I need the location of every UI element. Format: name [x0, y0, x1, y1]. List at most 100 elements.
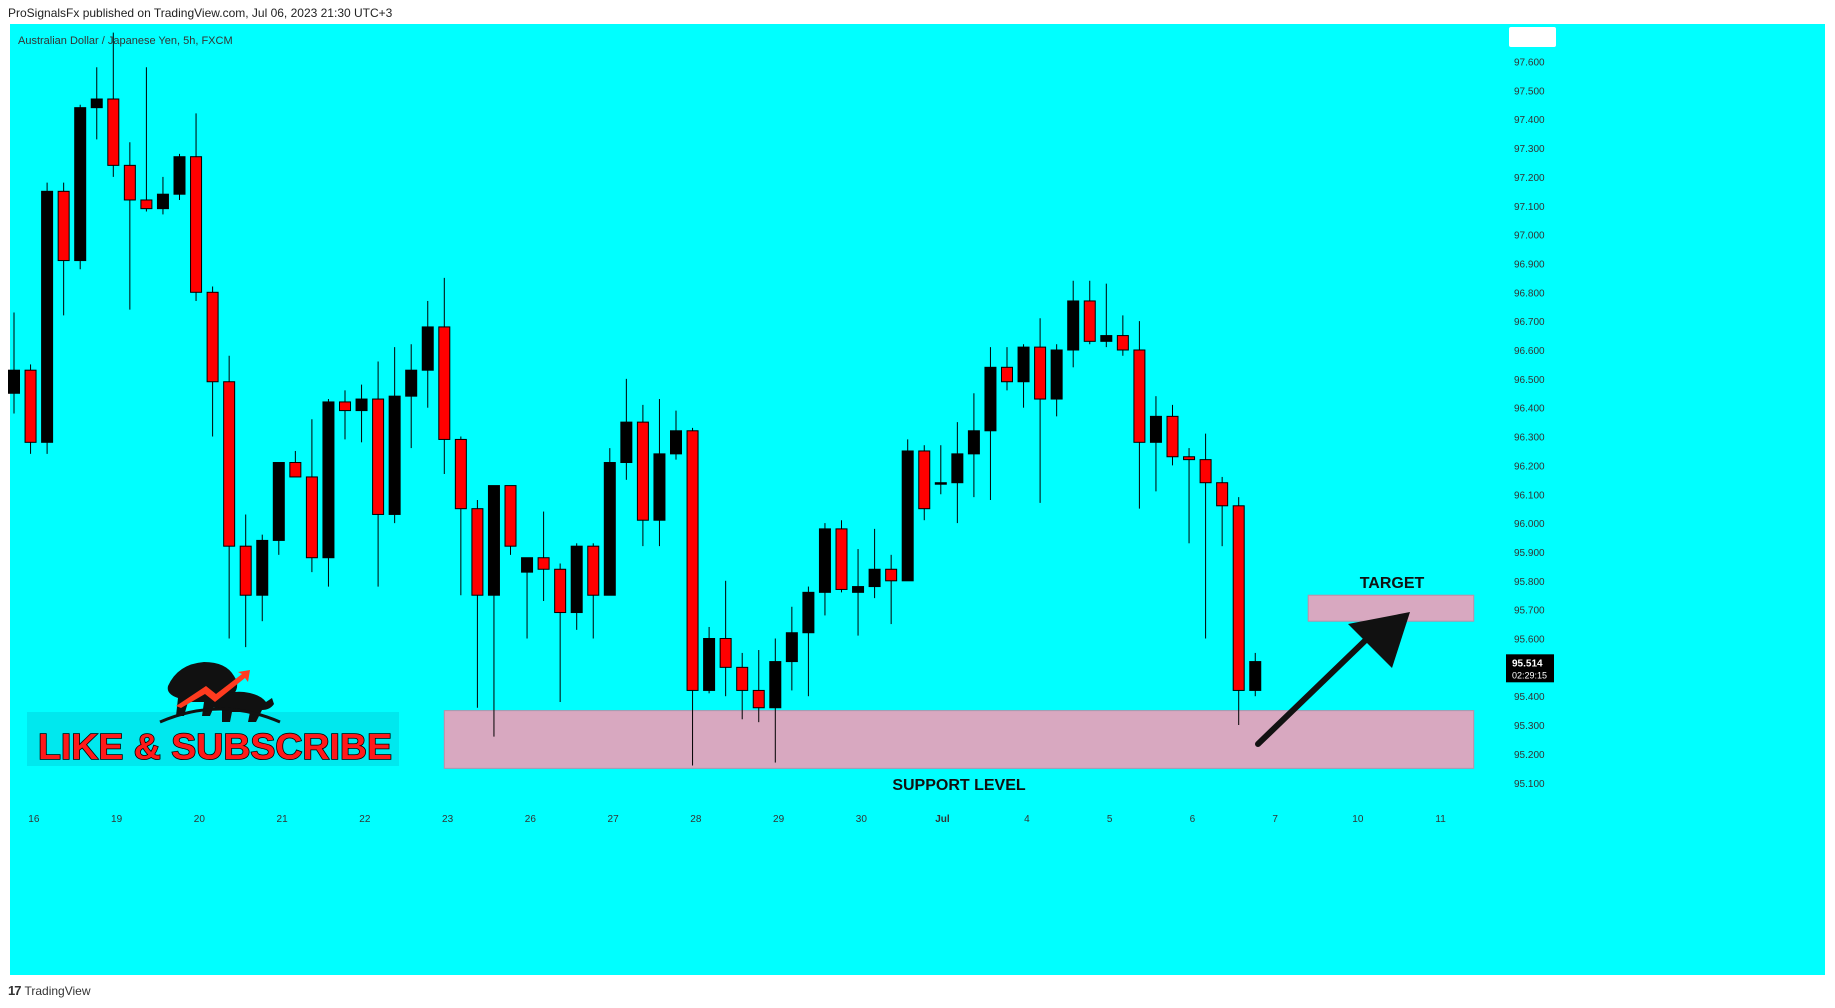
- candle-down: [1199, 459, 1212, 484]
- candle-up: [934, 482, 947, 485]
- candle-up: [703, 638, 716, 691]
- candle-up: [355, 398, 368, 412]
- candle-up: [603, 462, 616, 596]
- candle-up: [1017, 346, 1030, 383]
- candle-up: [951, 453, 964, 484]
- candle-up: [421, 326, 434, 371]
- candle-down: [454, 438, 467, 510]
- x-tick-label: 22: [359, 814, 371, 825]
- swoosh-icon: [159, 707, 281, 724]
- candle-down: [1083, 300, 1096, 342]
- candle-down: [140, 199, 153, 210]
- candle-down: [752, 689, 765, 709]
- tradingview-logo-icon: 17: [8, 983, 22, 998]
- x-tick-label: 23: [442, 814, 454, 825]
- x-tick-label: 10: [1352, 814, 1364, 825]
- candle-up: [868, 568, 881, 588]
- candle-down: [554, 568, 567, 614]
- y-tick-label: 95.300: [1514, 721, 1545, 732]
- trend-arrow-icon: [176, 670, 250, 708]
- x-tick-label: 16: [28, 814, 40, 825]
- candle-up: [620, 421, 633, 464]
- candle-down: [587, 545, 600, 596]
- candle-up: [653, 453, 666, 521]
- candle-down: [835, 528, 848, 590]
- y-tick-label: 95.100: [1514, 779, 1545, 790]
- candle-down: [107, 98, 120, 166]
- y-tick-label: 96.100: [1514, 490, 1545, 501]
- candle-up: [967, 430, 980, 455]
- candle-down: [1116, 335, 1129, 351]
- y-tick-label: 95.400: [1514, 692, 1545, 703]
- candle-up: [74, 107, 87, 262]
- candle-up: [901, 450, 914, 582]
- candle-up: [8, 369, 20, 394]
- arrow-head: [1348, 612, 1410, 668]
- candle-down: [305, 476, 318, 559]
- candle-down: [1183, 456, 1196, 461]
- x-tick-label: 20: [194, 814, 206, 825]
- x-tick-label: Jul: [935, 814, 950, 825]
- y-tick-label: 97.500: [1514, 86, 1545, 97]
- support-label: SUPPORT LEVEL: [892, 777, 1026, 794]
- y-tick-label: 95.900: [1514, 548, 1545, 559]
- candle-down: [289, 462, 302, 478]
- x-tick-label: 7: [1272, 814, 1278, 825]
- candle-up: [852, 586, 865, 593]
- candle-down: [885, 568, 898, 582]
- x-tick-label: 11: [1435, 814, 1446, 825]
- candle-up: [570, 545, 583, 614]
- candle-down: [339, 401, 351, 412]
- promo-text: LIKE & SUBSCRIBE: [38, 726, 392, 767]
- x-tick-label: 5: [1107, 814, 1113, 825]
- countdown-label: 02:29:15: [1512, 670, 1547, 680]
- y-tick-label: 96.800: [1514, 288, 1545, 299]
- y-tick-label: 95.700: [1514, 606, 1545, 617]
- candle-up: [272, 462, 285, 541]
- candle-down: [719, 638, 732, 668]
- candle-down: [1216, 482, 1229, 507]
- target-label: TARGET: [1360, 575, 1425, 592]
- y-tick-label: 97.100: [1514, 202, 1545, 213]
- candle-down: [123, 164, 136, 201]
- y-tick-label: 97.200: [1514, 173, 1545, 184]
- x-tick-label: 29: [773, 814, 785, 825]
- x-tick-label: 19: [111, 814, 123, 825]
- arrow-shaft: [1255, 631, 1375, 747]
- candle-up: [984, 366, 997, 432]
- y-tick-label: 97.400: [1514, 115, 1545, 126]
- candle-up: [1067, 300, 1080, 351]
- support-zone: [443, 710, 1475, 769]
- x-tick-label: 4: [1024, 814, 1030, 825]
- y-tick-label: 97.000: [1514, 231, 1545, 242]
- symbol-info: Australian Dollar / Japanese Yen, 5h, FX…: [18, 35, 233, 47]
- y-tick-label: 96.200: [1514, 461, 1545, 472]
- scale-button: [1509, 27, 1556, 47]
- x-tick-label: 6: [1190, 814, 1196, 825]
- last-price-tag: [1506, 654, 1554, 683]
- candle-down: [918, 450, 931, 510]
- x-tick-label: 30: [856, 814, 868, 825]
- x-tick-label: 28: [690, 814, 702, 825]
- candle-up: [487, 485, 500, 596]
- y-tick-label: 96.300: [1514, 433, 1545, 444]
- candle-down: [636, 421, 649, 521]
- candle-down: [471, 508, 484, 596]
- candle-down: [537, 557, 550, 570]
- candle-up: [388, 395, 401, 515]
- y-tick-label: 95.200: [1514, 750, 1545, 761]
- candle-up: [818, 528, 831, 593]
- candle-up: [785, 632, 798, 663]
- candle-up: [769, 661, 782, 709]
- candle-up: [1100, 335, 1113, 342]
- y-tick-label: 96.000: [1514, 519, 1545, 530]
- candle-down: [206, 291, 219, 383]
- candle-down: [57, 190, 70, 262]
- footer-brand[interactable]: 17 TradingView: [8, 983, 91, 998]
- candle-up: [90, 98, 103, 109]
- promo-bg: [27, 712, 399, 766]
- publish-info: ProSignalsFx published on TradingView.co…: [8, 6, 393, 20]
- candle-down: [1166, 415, 1179, 458]
- last-price-label: 95.514: [1512, 658, 1543, 669]
